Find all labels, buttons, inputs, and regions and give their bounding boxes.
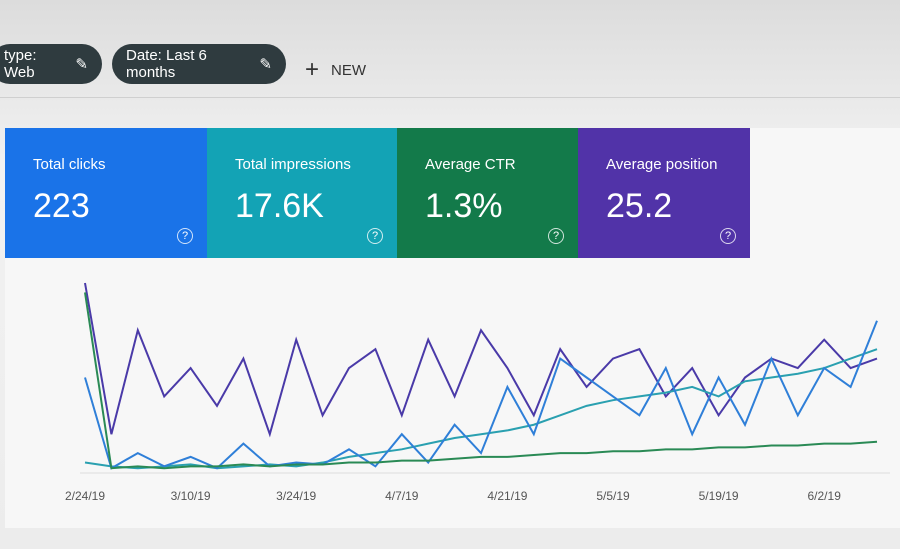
metric-value: 1.3% (425, 187, 503, 225)
plus-icon: + (305, 56, 320, 83)
filter-chip[interactable]: type: Web ✎ (0, 44, 102, 84)
edit-icon: ✎ (259, 56, 272, 73)
divider (0, 97, 900, 98)
x-tick-label: 4/21/19 (487, 489, 527, 503)
metric-value: 223 (33, 187, 90, 225)
series-line (84, 320, 878, 470)
x-tick-label: 3/10/19 (171, 489, 211, 503)
metric-card[interactable]: Average position 25.2 ? (578, 128, 750, 258)
filter-chip[interactable]: Date: Last 6 months ✎ (112, 44, 286, 84)
chip-label: type: Web (4, 47, 37, 81)
x-tick-label: 3/24/19 (276, 489, 316, 503)
x-tick-label: 6/2/19 (808, 489, 842, 503)
metric-label: Total impressions (235, 156, 351, 173)
x-tick-label: 5/5/19 (596, 489, 630, 503)
chip-label: Date: Last 6 months (126, 47, 207, 81)
x-tick-label: 5/19/19 (699, 489, 739, 503)
metric-card[interactable]: Average CTR 1.3% ? (397, 128, 578, 258)
x-tick-label: 2/24/19 (65, 489, 105, 503)
metric-label: Average position (606, 156, 718, 173)
chart: 2/24/19 3/10/19 3/24/19 4/7/19 4/21/19 5/5/19… (65, 282, 890, 503)
metric-card[interactable]: Total impressions 17.6K ? (207, 128, 397, 258)
series-line (84, 282, 878, 438)
help-icon[interactable]: ? (367, 228, 383, 244)
metric-value: 17.6K (235, 187, 324, 225)
metric-label: Average CTR (425, 156, 516, 173)
metric-value: 25.2 (606, 187, 673, 225)
new-label: NEW (331, 61, 367, 79)
performance-panel: 2/24/19 3/10/19 3/24/19 4/7/19 4/21/19 5/5/19… (5, 128, 900, 528)
x-tick-label: 4/7/19 (385, 489, 419, 503)
help-icon[interactable]: ? (720, 228, 736, 244)
new-button[interactable]: + NEW (305, 56, 366, 84)
help-icon[interactable]: ? (177, 228, 193, 244)
series-line (84, 292, 878, 470)
edit-icon: ✎ (75, 56, 88, 73)
help-icon[interactable]: ? (548, 228, 564, 244)
metric-label: Total clicks (33, 156, 106, 173)
metric-card[interactable]: Total clicks 223 ? (5, 128, 207, 258)
